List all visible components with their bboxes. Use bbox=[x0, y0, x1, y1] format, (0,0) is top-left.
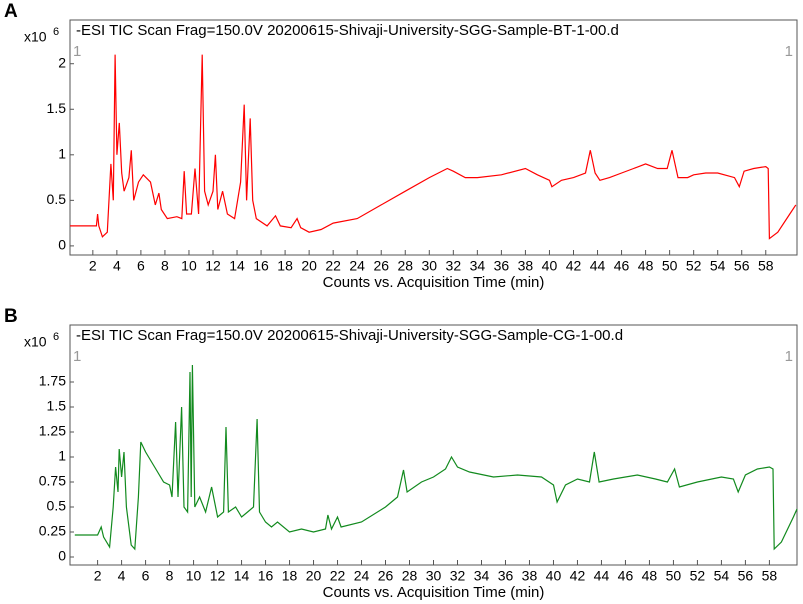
x-tick-label: 42 bbox=[566, 258, 582, 274]
y-tick-label: 1.5 bbox=[47, 398, 67, 414]
plot-frame bbox=[69, 19, 798, 256]
x-tick-label: 8 bbox=[161, 258, 169, 274]
corner-annotation: 1 bbox=[73, 348, 81, 365]
y-multiplier-exponent: 6 bbox=[53, 331, 59, 343]
x-tick-label: 40 bbox=[542, 258, 558, 274]
x-tick-label: 34 bbox=[470, 258, 486, 274]
y-multiplier: x10 bbox=[24, 334, 47, 350]
y-tick-label: 1 bbox=[58, 146, 66, 162]
x-tick-label: 14 bbox=[229, 258, 245, 274]
x-tick-label: 12 bbox=[205, 258, 221, 274]
x-tick-label: 52 bbox=[686, 258, 702, 274]
x-tick-label: 20 bbox=[301, 258, 317, 274]
x-tick-label: 32 bbox=[450, 568, 466, 584]
trace-line bbox=[70, 54, 797, 240]
x-tick-label: 24 bbox=[354, 568, 370, 584]
x-tick-label: 44 bbox=[594, 568, 610, 584]
corner-annotation: 1 bbox=[785, 348, 793, 365]
x-tick-label: 4 bbox=[118, 568, 126, 584]
y-tick-label: 1.5 bbox=[47, 100, 67, 116]
x-tick-label: 54 bbox=[714, 568, 730, 584]
y-tick-label: 0 bbox=[58, 237, 66, 253]
y-multiplier: x10 bbox=[24, 29, 47, 45]
x-tick-label: 36 bbox=[494, 258, 510, 274]
y-tick-label: 2 bbox=[58, 54, 66, 70]
x-tick-label: 28 bbox=[402, 568, 418, 584]
corner-annotation: 1 bbox=[785, 43, 793, 60]
x-tick-label: 12 bbox=[210, 568, 226, 584]
x-tick-label: 44 bbox=[590, 258, 606, 274]
x-tick-label: 2 bbox=[94, 568, 102, 584]
x-tick-label: 18 bbox=[277, 258, 293, 274]
y-tick-label: 0.5 bbox=[47, 498, 67, 514]
panel-label: A bbox=[4, 1, 18, 22]
x-tick-label: 50 bbox=[666, 568, 682, 584]
x-tick-label: 16 bbox=[258, 568, 274, 584]
panel-label: B bbox=[4, 306, 18, 327]
x-tick-label: 58 bbox=[762, 568, 778, 584]
x-tick-label: 36 bbox=[498, 568, 514, 584]
y-tick-label: 1 bbox=[58, 448, 66, 464]
x-axis-label: Counts vs. Acquisition Time (min) bbox=[323, 584, 545, 601]
y-tick-label: 0.75 bbox=[39, 473, 66, 489]
x-tick-label: 22 bbox=[325, 258, 341, 274]
x-tick-label: 54 bbox=[710, 258, 726, 274]
x-tick-label: 42 bbox=[570, 568, 586, 584]
x-tick-label: 48 bbox=[642, 568, 658, 584]
x-tick-label: 46 bbox=[618, 568, 634, 584]
corner-annotation: 1 bbox=[73, 43, 81, 60]
chart-title: -ESI TIC Scan Frag=150.0V 20200615-Shiva… bbox=[76, 22, 619, 39]
x-tick-label: 10 bbox=[181, 258, 197, 274]
x-tick-label: 58 bbox=[758, 258, 774, 274]
y-tick-label: 1.25 bbox=[39, 423, 66, 439]
x-tick-label: 2 bbox=[89, 258, 97, 274]
x-tick-label: 6 bbox=[137, 258, 145, 274]
x-tick-label: 48 bbox=[638, 258, 654, 274]
x-tick-label: 34 bbox=[474, 568, 490, 584]
x-tick-label: 30 bbox=[422, 258, 438, 274]
x-tick-label: 14 bbox=[234, 568, 250, 584]
y-tick-label: 0.5 bbox=[47, 191, 67, 207]
x-tick-label: 18 bbox=[282, 568, 298, 584]
x-tick-label: 38 bbox=[518, 258, 534, 274]
x-tick-label: 38 bbox=[522, 568, 538, 584]
plot-frame bbox=[69, 324, 798, 566]
x-tick-label: 56 bbox=[738, 568, 754, 584]
x-axis-label: Counts vs. Acquisition Time (min) bbox=[323, 274, 545, 291]
x-tick-label: 30 bbox=[426, 568, 442, 584]
x-tick-label: 40 bbox=[546, 568, 562, 584]
x-tick-label: 52 bbox=[690, 568, 706, 584]
x-tick-label: 6 bbox=[142, 568, 150, 584]
y-multiplier-exponent: 6 bbox=[53, 26, 59, 38]
x-tick-label: 50 bbox=[662, 258, 678, 274]
y-tick-label: 0.25 bbox=[39, 523, 66, 539]
x-tick-label: 10 bbox=[186, 568, 202, 584]
x-tick-label: 56 bbox=[734, 258, 750, 274]
x-tick-label: 20 bbox=[306, 568, 322, 584]
x-tick-label: 46 bbox=[614, 258, 630, 274]
x-tick-label: 8 bbox=[166, 568, 174, 584]
x-tick-label: 32 bbox=[446, 258, 462, 274]
x-tick-label: 26 bbox=[378, 568, 394, 584]
trace-line bbox=[74, 364, 798, 551]
y-tick-label: 0 bbox=[58, 548, 66, 564]
x-tick-label: 22 bbox=[330, 568, 346, 584]
chart-title: -ESI TIC Scan Frag=150.0V 20200615-Shiva… bbox=[76, 327, 623, 344]
y-tick-label: 1.75 bbox=[39, 373, 66, 389]
x-tick-label: 4 bbox=[113, 258, 121, 274]
x-tick-label: 26 bbox=[373, 258, 389, 274]
x-tick-label: 16 bbox=[253, 258, 269, 274]
x-tick-label: 24 bbox=[349, 258, 365, 274]
x-tick-label: 28 bbox=[397, 258, 413, 274]
